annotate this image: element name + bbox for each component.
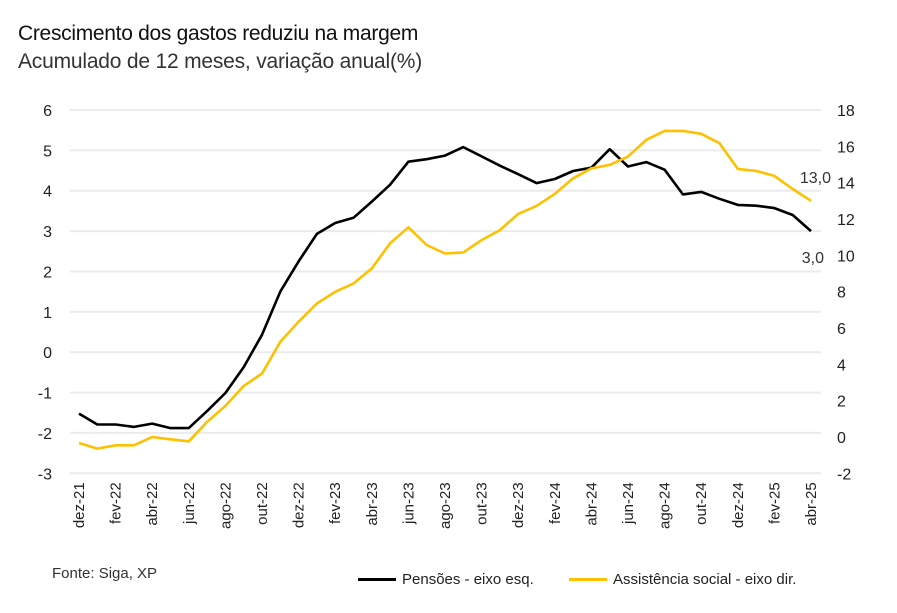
x-tick-label: fev-25 <box>766 482 783 524</box>
y-left-tick-label: 4 <box>43 184 52 201</box>
x-tick-label: jun-22 <box>181 482 198 525</box>
x-tick-label: abr-24 <box>583 482 600 525</box>
x-tick-label: dez-24 <box>730 482 747 528</box>
x-tick-label: abr-25 <box>803 482 820 525</box>
y-right-tick-label: 8 <box>837 285 846 302</box>
y-left-tick-label: -2 <box>38 426 52 443</box>
source-note: Fonte: Siga, XP <box>52 565 158 582</box>
y-right-tick-label: 18 <box>837 103 855 120</box>
x-tick-label: out-24 <box>693 482 710 525</box>
x-tick-label: abr-22 <box>144 482 161 525</box>
x-tick-label: jun-24 <box>620 482 637 525</box>
y-left-tick-label: 5 <box>43 143 52 160</box>
y-right-tick-label: 6 <box>837 321 846 338</box>
x-tick-label: out-23 <box>474 482 491 525</box>
legend-swatch-pensoes <box>358 578 396 581</box>
x-tick-label: fev-24 <box>547 482 564 524</box>
series-line-pensoes <box>78 145 812 430</box>
x-tick-label: fev-23 <box>327 482 344 524</box>
y-left-tick-label: 0 <box>43 345 52 362</box>
y-left-tick-label: 1 <box>43 305 52 322</box>
y-right-tick-label: -2 <box>837 466 851 483</box>
y-left-tick-label: 6 <box>43 103 52 120</box>
x-tick-label: fev-22 <box>108 482 125 524</box>
legend-label-pensoes: Pensões - eixo esq. <box>402 571 534 588</box>
y-left-tick-label: 3 <box>43 224 52 241</box>
x-tick-label: ago-22 <box>217 482 234 529</box>
x-tick-label: dez-21 <box>71 482 88 528</box>
chart-subtitle: Acumulado de 12 meses, variação anual(%) <box>18 50 423 73</box>
end-label-pensoes: 3,0 <box>802 250 824 267</box>
legend-label-assistencia: Assistência social - eixo dir. <box>613 571 797 588</box>
x-tick-label: jun-23 <box>400 482 417 525</box>
y-right-tick-label: 12 <box>837 212 855 229</box>
legend-swatch-assistencia <box>569 578 607 581</box>
x-tick-label: ago-23 <box>437 482 454 529</box>
x-tick-label: dez-22 <box>291 482 308 528</box>
legend-item-assistencia: Assistência social - eixo dir. <box>569 571 796 588</box>
legend-item-pensoes: Pensões - eixo esq. <box>358 571 534 588</box>
x-tick-label: ago-24 <box>657 482 674 529</box>
y-right-tick-label: 4 <box>837 357 846 374</box>
x-tick-label: abr-23 <box>364 482 381 525</box>
x-tick-label: out-22 <box>254 482 271 525</box>
y-left-tick-label: 2 <box>43 264 52 281</box>
series-line-assistencia <box>78 129 812 450</box>
end-label-assistencia: 13,0 <box>800 170 831 187</box>
y-right-tick-label: 2 <box>837 394 846 411</box>
chart-title: Crescimento dos gastos reduziu na margem <box>18 22 419 45</box>
y-left-tick-label: -1 <box>38 386 52 403</box>
y-right-tick-label: 14 <box>837 176 855 193</box>
y-right-tick-label: 0 <box>837 430 846 447</box>
y-right-tick-label: 16 <box>837 139 855 156</box>
x-tick-label: dez-23 <box>510 482 527 528</box>
y-right-tick-label: 10 <box>837 248 855 265</box>
y-left-tick-label: -3 <box>38 466 52 483</box>
